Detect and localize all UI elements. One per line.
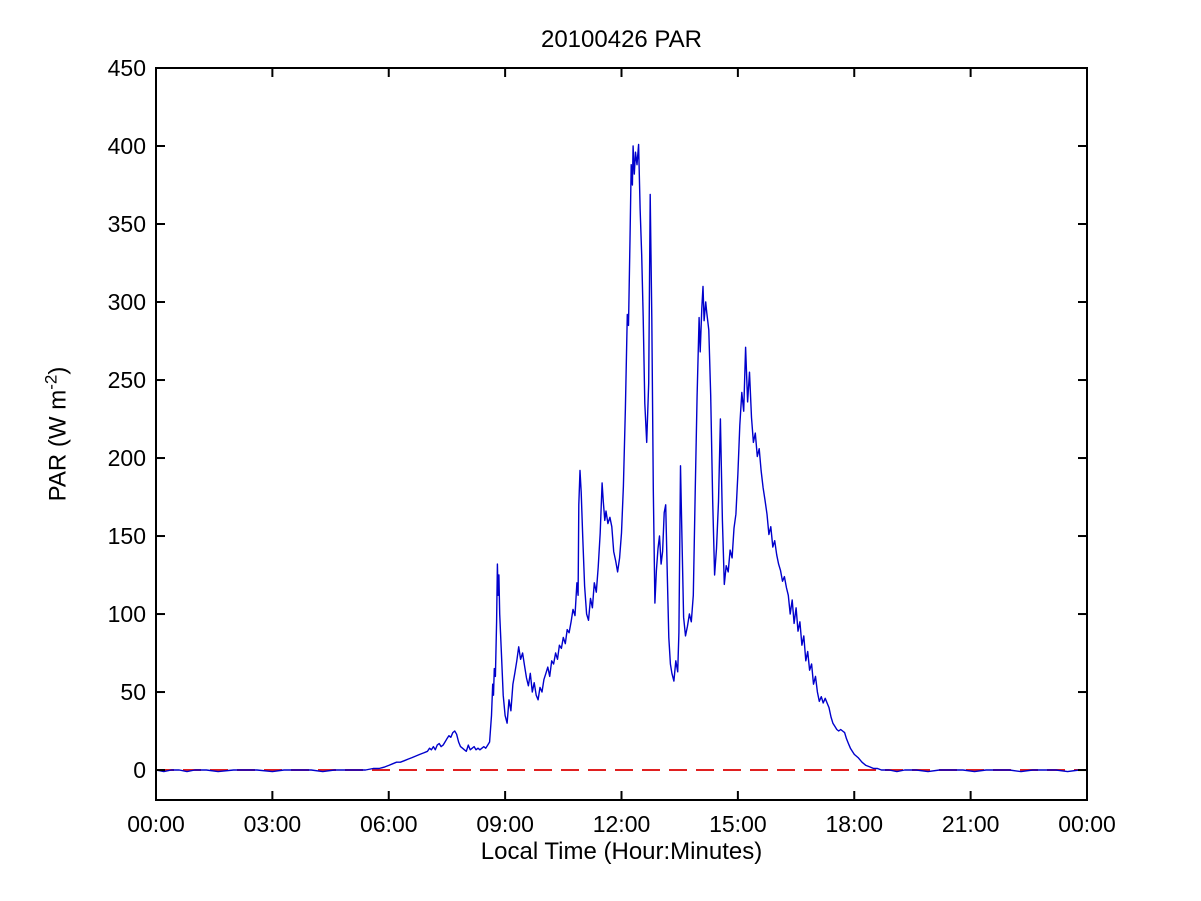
par-series-line bbox=[155, 143, 1087, 773]
y-axis-label-main: PAR (W m bbox=[44, 389, 72, 502]
x-tick-label: 00:00 bbox=[127, 811, 185, 837]
y-tick-label: 100 bbox=[108, 601, 146, 627]
x-tick-label: 18:00 bbox=[825, 811, 883, 837]
y-tick-label: 300 bbox=[108, 289, 146, 315]
x-tick-label: 09:00 bbox=[476, 811, 534, 837]
x-tick-label: 21:00 bbox=[942, 811, 1000, 837]
y-tick-label: 50 bbox=[120, 679, 146, 705]
y-tick-label: 250 bbox=[108, 367, 146, 393]
x-tick-label: 12:00 bbox=[593, 811, 651, 837]
y-tick-label: 200 bbox=[108, 445, 146, 471]
y-tick-label: 0 bbox=[133, 757, 146, 783]
x-tick-label: 03:00 bbox=[244, 811, 302, 837]
y-tick-label: 350 bbox=[108, 211, 146, 237]
y-tick-label: 450 bbox=[108, 55, 146, 81]
y-axis-label: PAR (W m-2) bbox=[42, 367, 73, 502]
x-tick-label: 15:00 bbox=[709, 811, 767, 837]
y-tick-label: 150 bbox=[108, 523, 146, 549]
x-axis-label: Local Time (Hour:Minutes) bbox=[480, 838, 763, 865]
y-axis-label-end: ) bbox=[44, 366, 72, 375]
x-tick-label: 06:00 bbox=[360, 811, 418, 837]
chart-title: 20100426 PAR bbox=[540, 26, 702, 53]
y-tick-label: 400 bbox=[108, 133, 146, 159]
axes-box bbox=[155, 67, 1088, 801]
y-axis-label-exponent: -2 bbox=[41, 374, 61, 390]
x-tick-label: 00:00 bbox=[1058, 811, 1116, 837]
